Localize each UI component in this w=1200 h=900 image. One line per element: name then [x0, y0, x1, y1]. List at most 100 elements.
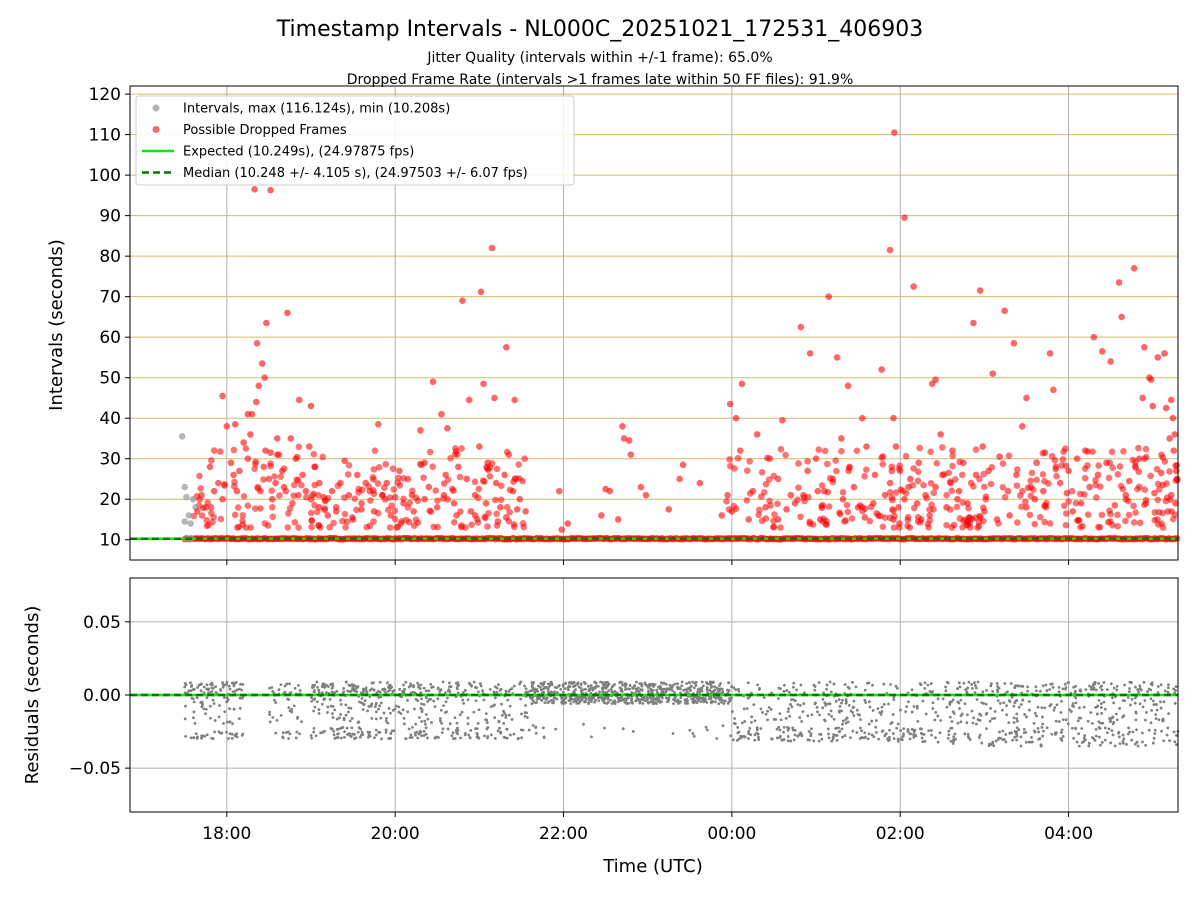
residual-point — [829, 709, 833, 713]
residual-point — [192, 700, 196, 704]
residual-point — [323, 683, 327, 686]
residual-point — [956, 687, 959, 690]
residual-point — [679, 696, 683, 700]
residual-point — [455, 721, 459, 725]
dropped-point — [253, 339, 261, 347]
residual-point — [570, 697, 574, 701]
dropped-point — [299, 471, 306, 479]
residual-point — [1103, 726, 1107, 730]
residual-point — [945, 705, 949, 709]
dropped-point — [1081, 465, 1089, 472]
dropped-point — [1125, 511, 1133, 519]
residual-point — [1015, 717, 1019, 721]
residual-point — [432, 699, 436, 703]
residual-point — [1135, 728, 1138, 732]
residual-point — [214, 685, 218, 689]
bottom-xtick-label: 20:00 — [371, 824, 420, 844]
residual-point — [388, 711, 392, 715]
dropped-point — [242, 445, 250, 452]
dropped-point — [440, 491, 448, 499]
dropped-point — [339, 517, 346, 525]
dropped-point — [235, 523, 243, 531]
residual-point — [430, 686, 433, 689]
dropped-point — [917, 516, 925, 523]
residual-point — [784, 716, 788, 720]
bottom-xtick-label: 22:00 — [539, 824, 588, 844]
residual-point — [659, 681, 663, 685]
residual-point — [1151, 741, 1155, 745]
residual-point — [633, 684, 637, 688]
legend-label-intervals: Intervals, max (116.124s), min (10.208s) — [183, 102, 450, 117]
residual-point — [476, 690, 480, 694]
residual-point — [753, 733, 757, 737]
bottom-xtick-label: 04:00 — [1044, 824, 1093, 844]
residual-point — [1057, 720, 1061, 723]
residual-point — [883, 734, 887, 738]
residual-point — [1007, 721, 1011, 725]
residual-point — [603, 683, 607, 687]
residual-point — [949, 739, 953, 743]
residual-point — [1105, 731, 1109, 735]
residual-point — [416, 699, 420, 703]
residual-point — [817, 739, 821, 743]
residual-point — [439, 708, 443, 712]
residual-point — [1019, 684, 1023, 688]
residual-point — [221, 686, 225, 689]
residual-point — [841, 719, 845, 723]
dropped-point — [1151, 489, 1158, 497]
residual-point — [895, 726, 899, 730]
dropped-point — [1106, 507, 1113, 514]
residual-point — [827, 732, 830, 736]
residual-point — [494, 696, 497, 700]
residual-point — [658, 699, 662, 703]
residual-point — [536, 697, 540, 701]
dropped-point — [289, 499, 296, 507]
residual-point — [567, 684, 571, 688]
top-ytick-label: 40 — [99, 409, 121, 429]
residual-point — [623, 685, 627, 688]
residual-point — [1066, 722, 1070, 726]
residual-point — [1152, 736, 1156, 740]
residual-point — [1097, 726, 1101, 729]
residual-point — [618, 681, 622, 685]
residual-point — [205, 733, 209, 737]
dropped-point — [1103, 459, 1110, 467]
residual-point — [1112, 701, 1116, 705]
residual-point — [554, 727, 558, 731]
residual-point — [219, 731, 223, 735]
residual-point — [686, 687, 690, 691]
residual-point — [930, 733, 933, 737]
residual-point — [617, 696, 621, 700]
residual-point — [1001, 738, 1005, 742]
residual-point — [1109, 741, 1113, 745]
residual-point — [539, 682, 543, 685]
residual-point — [639, 688, 643, 692]
residual-point — [1048, 688, 1052, 691]
dropped-point — [216, 448, 224, 455]
dropped-point — [1136, 483, 1143, 491]
residual-point — [796, 703, 800, 706]
residual-point — [719, 696, 723, 700]
dropped-point — [1068, 487, 1076, 495]
residual-point — [1130, 738, 1134, 742]
dropped-point — [774, 475, 782, 483]
residual-point — [910, 688, 914, 692]
residual-point — [1115, 688, 1119, 692]
residual-point — [901, 735, 904, 739]
residual-point — [461, 698, 465, 702]
dropped-point — [412, 516, 420, 523]
residual-point — [419, 706, 423, 710]
dropped-point — [853, 447, 861, 455]
residual-point — [324, 691, 328, 694]
residual-point — [948, 715, 952, 719]
dropped-point — [389, 465, 397, 473]
residual-point — [1057, 685, 1061, 689]
residual-point — [536, 684, 540, 688]
residual-point — [747, 737, 750, 740]
dropped-point — [771, 511, 778, 518]
dropped-point — [1033, 476, 1040, 484]
dropped-point — [676, 475, 683, 483]
residual-point — [362, 688, 366, 691]
dropped-point — [381, 495, 389, 503]
dropped-point — [718, 512, 726, 519]
